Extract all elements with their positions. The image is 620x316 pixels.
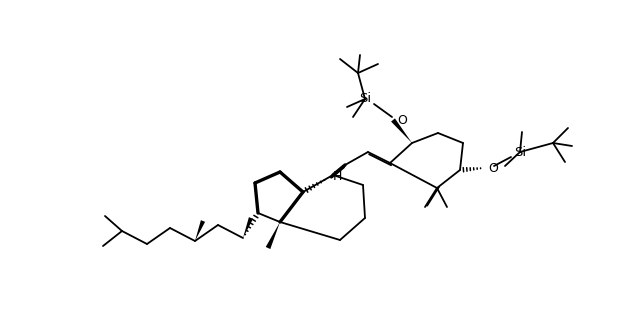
Text: Si: Si [359,93,371,106]
Polygon shape [243,217,253,238]
Text: O: O [488,162,498,175]
Text: O: O [397,114,407,127]
Text: H: H [332,169,342,183]
Polygon shape [391,118,412,143]
Text: Si: Si [514,145,526,159]
Polygon shape [195,220,205,241]
Polygon shape [266,222,280,249]
